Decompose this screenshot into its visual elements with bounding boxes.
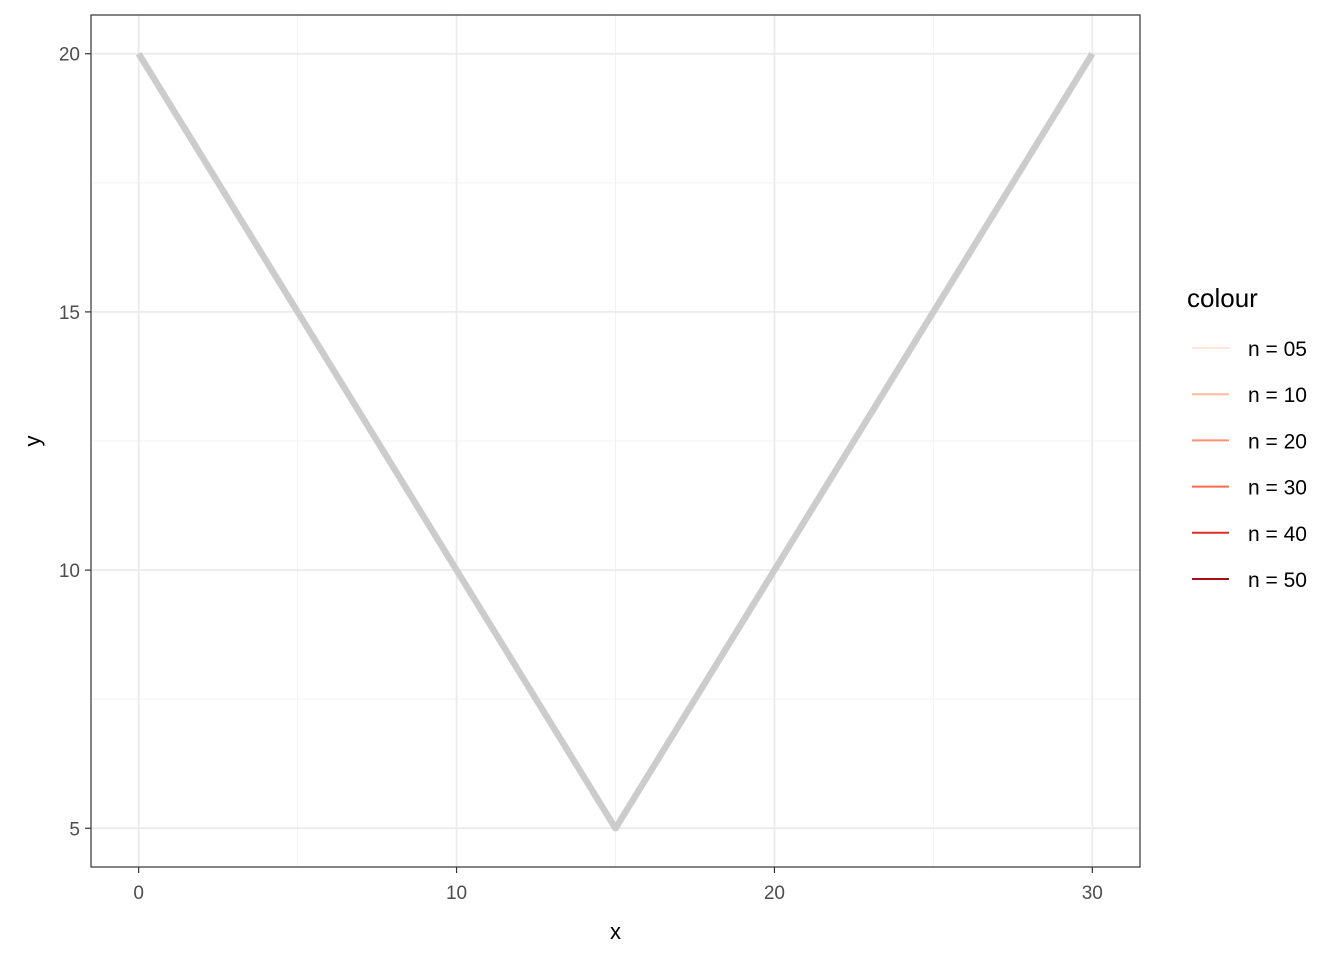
- panel-border: [90, 14, 1141, 868]
- legend-label: n = 30: [1248, 477, 1307, 500]
- x-tick-label: 0: [133, 883, 144, 904]
- legend-label: n = 20: [1248, 430, 1307, 453]
- legend: n = 05 n = 10 n = 20 n = 30 n = 40 n = 50: [1192, 338, 1307, 592]
- y-axis: 5 10 15 20: [59, 45, 91, 840]
- x-tick-label: 30: [1082, 883, 1103, 904]
- x-axis: 0 10 20 30: [133, 867, 1103, 904]
- legend-label: n = 05: [1248, 338, 1307, 361]
- grid: [91, 15, 1140, 867]
- y-tick-label: 10: [59, 561, 80, 582]
- series-line: [135, 52, 1096, 832]
- legend-label: n = 10: [1248, 384, 1307, 407]
- y-tick-label: 5: [69, 819, 80, 840]
- y-tick-label: 15: [59, 303, 80, 324]
- x-axis-label: x: [610, 919, 621, 944]
- y-axis-label: y: [20, 436, 45, 447]
- x-tick-label: 10: [446, 883, 467, 904]
- x-tick-label: 20: [764, 883, 785, 904]
- series: [135, 52, 1096, 832]
- legend-label: n = 50: [1248, 569, 1307, 592]
- legend-label: n = 40: [1248, 523, 1307, 546]
- legend-title: colour: [1187, 283, 1258, 313]
- y-tick-label: 20: [59, 45, 80, 66]
